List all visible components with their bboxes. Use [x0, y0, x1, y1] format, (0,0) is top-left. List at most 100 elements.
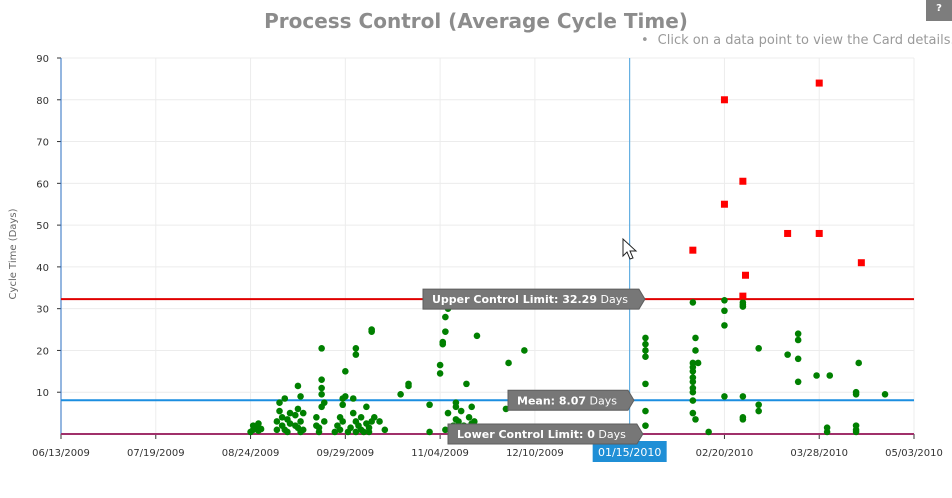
- data-point[interactable]: [471, 418, 478, 425]
- data-point[interactable]: [442, 313, 449, 321]
- data-point[interactable]: [642, 353, 649, 361]
- data-point[interactable]: [721, 322, 728, 329]
- data-point[interactable]: [278, 413, 286, 421]
- data-point[interactable]: [281, 395, 289, 402]
- data-point[interactable]: [318, 391, 325, 398]
- data-point[interactable]: [826, 372, 834, 379]
- data-point[interactable]: [318, 376, 325, 383]
- data-point[interactable]: [721, 307, 728, 315]
- data-point[interactable]: [299, 409, 307, 417]
- data-point[interactable]: [352, 428, 360, 436]
- data-point[interactable]: [739, 303, 747, 310]
- data-point[interactable]: [376, 418, 383, 425]
- outlier-point[interactable]: [739, 177, 747, 185]
- outlier-point[interactable]: [720, 200, 728, 208]
- data-point[interactable]: [342, 368, 349, 375]
- data-point[interactable]: [642, 340, 649, 348]
- data-point[interactable]: [642, 380, 649, 388]
- outlier-point[interactable]: [815, 229, 823, 237]
- data-point[interactable]: [689, 388, 697, 396]
- data-point[interactable]: [405, 380, 412, 388]
- data-point[interactable]: [813, 372, 820, 379]
- data-point[interactable]: [755, 407, 762, 415]
- data-point[interactable]: [852, 391, 860, 398]
- data-point[interactable]: [363, 403, 370, 411]
- data-point[interactable]: [739, 393, 747, 400]
- outlier-point[interactable]: [720, 96, 728, 104]
- data-point[interactable]: [436, 361, 444, 369]
- data-point[interactable]: [286, 409, 294, 417]
- data-point[interactable]: [463, 380, 470, 388]
- data-point[interactable]: [852, 426, 860, 434]
- data-point[interactable]: [457, 407, 465, 415]
- data-point[interactable]: [426, 428, 433, 436]
- data-point[interactable]: [521, 347, 528, 354]
- data-point[interactable]: [436, 370, 444, 377]
- data-point[interactable]: [721, 297, 728, 304]
- outlier-point[interactable]: [689, 246, 697, 254]
- data-point[interactable]: [455, 418, 462, 425]
- data-point[interactable]: [694, 359, 702, 367]
- outlier-point[interactable]: [815, 79, 823, 87]
- data-point[interactable]: [357, 413, 365, 421]
- data-point[interactable]: [442, 328, 449, 335]
- outlier-point[interactable]: [739, 292, 747, 300]
- data-point[interactable]: [294, 405, 302, 413]
- data-point[interactable]: [318, 384, 325, 392]
- data-point[interactable]: [257, 425, 265, 433]
- data-point[interactable]: [276, 407, 283, 415]
- data-point[interactable]: [689, 378, 697, 386]
- data-point[interactable]: [705, 428, 712, 436]
- data-point[interactable]: [397, 391, 404, 398]
- data-point[interactable]: [444, 409, 452, 417]
- data-point[interactable]: [642, 422, 649, 429]
- data-points[interactable]: [247, 79, 889, 436]
- data-point[interactable]: [381, 426, 389, 434]
- data-point[interactable]: [689, 299, 697, 306]
- data-point[interactable]: [342, 393, 349, 400]
- data-point[interactable]: [299, 426, 307, 434]
- data-point[interactable]: [365, 424, 373, 432]
- data-point[interactable]: [721, 393, 728, 400]
- data-point[interactable]: [368, 326, 375, 333]
- data-point[interactable]: [642, 407, 649, 415]
- data-point[interactable]: [465, 413, 473, 421]
- data-point[interactable]: [881, 391, 889, 398]
- data-point[interactable]: [273, 426, 281, 434]
- data-point[interactable]: [276, 399, 283, 406]
- data-point[interactable]: [439, 338, 447, 346]
- data-point[interactable]: [352, 345, 360, 352]
- outlier-point[interactable]: [742, 271, 750, 279]
- data-point[interactable]: [755, 345, 762, 352]
- data-point[interactable]: [794, 336, 802, 344]
- data-point[interactable]: [284, 428, 291, 436]
- data-point[interactable]: [642, 347, 649, 354]
- data-point[interactable]: [794, 330, 802, 338]
- data-point[interactable]: [755, 401, 762, 409]
- data-point[interactable]: [349, 395, 357, 402]
- data-point[interactable]: [426, 401, 433, 409]
- data-point[interactable]: [692, 334, 699, 342]
- data-point[interactable]: [339, 418, 347, 425]
- data-point[interactable]: [339, 401, 347, 409]
- data-point[interactable]: [320, 418, 328, 425]
- data-point[interactable]: [286, 420, 294, 427]
- data-point[interactable]: [347, 424, 354, 432]
- data-point[interactable]: [689, 397, 697, 404]
- outlier-point[interactable]: [784, 229, 792, 237]
- data-point[interactable]: [505, 359, 512, 367]
- data-point[interactable]: [468, 403, 476, 411]
- data-point[interactable]: [473, 332, 481, 340]
- data-point[interactable]: [689, 368, 697, 375]
- data-point[interactable]: [692, 347, 699, 354]
- data-point[interactable]: [318, 345, 325, 352]
- data-point[interactable]: [823, 428, 831, 436]
- data-point[interactable]: [297, 418, 304, 425]
- data-point[interactable]: [692, 416, 699, 423]
- data-point[interactable]: [794, 378, 802, 386]
- outlier-point[interactable]: [857, 259, 865, 267]
- data-point[interactable]: [336, 426, 344, 434]
- help-button[interactable]: ?: [926, 0, 952, 21]
- data-point[interactable]: [784, 351, 791, 358]
- data-point[interactable]: [297, 393, 304, 400]
